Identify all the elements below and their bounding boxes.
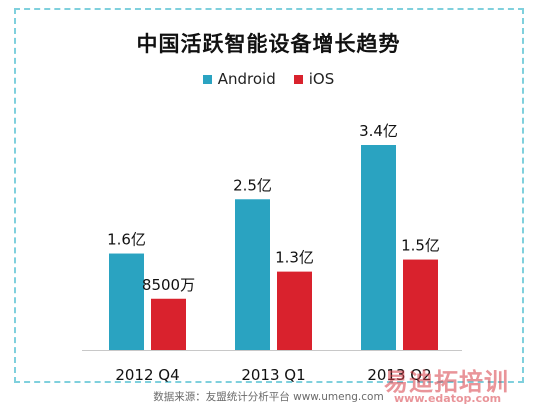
x-tick-label-0: 2012 Q4	[115, 366, 179, 384]
data-label-ios-2: 1.5亿	[401, 237, 440, 255]
bar-android-2	[361, 145, 396, 350]
chart-title: 中国活跃智能设备增长趋势	[136, 32, 401, 56]
x-tick-label-2: 2013 Q2	[367, 366, 431, 384]
data-label-android-0: 1.6亿	[107, 231, 146, 249]
data-source-note: 数据来源：友盟统计分析平台 www.umeng.com	[153, 391, 384, 403]
legend-swatch-android	[202, 74, 212, 84]
data-label-ios-0: 8500万	[142, 276, 195, 294]
data-label-ios-1: 1.3亿	[275, 249, 314, 267]
bar-android-0	[109, 253, 144, 350]
legend-swatch-ios	[293, 74, 303, 84]
x-tick-label-1: 2013 Q1	[241, 366, 305, 384]
bar-ios-2	[403, 259, 438, 350]
bar-ios-0	[151, 298, 186, 350]
watermark-url: www.edatop.com	[394, 392, 502, 405]
data-label-android-2: 3.4亿	[359, 122, 398, 140]
bar-ios-1	[277, 271, 312, 350]
chart-frame	[14, 8, 524, 383]
data-label-android-1: 2.5亿	[233, 176, 272, 194]
watermark-logo: 易迪拓培训	[384, 368, 509, 396]
bar-android-1	[235, 199, 270, 350]
legend-label-ios: iOS	[308, 70, 335, 88]
chart-legend: Android iOS	[0, 70, 537, 88]
legend-label-android: Android	[217, 70, 276, 88]
legend-item-android: Android	[202, 70, 276, 88]
legend-item-ios: iOS	[293, 70, 335, 88]
